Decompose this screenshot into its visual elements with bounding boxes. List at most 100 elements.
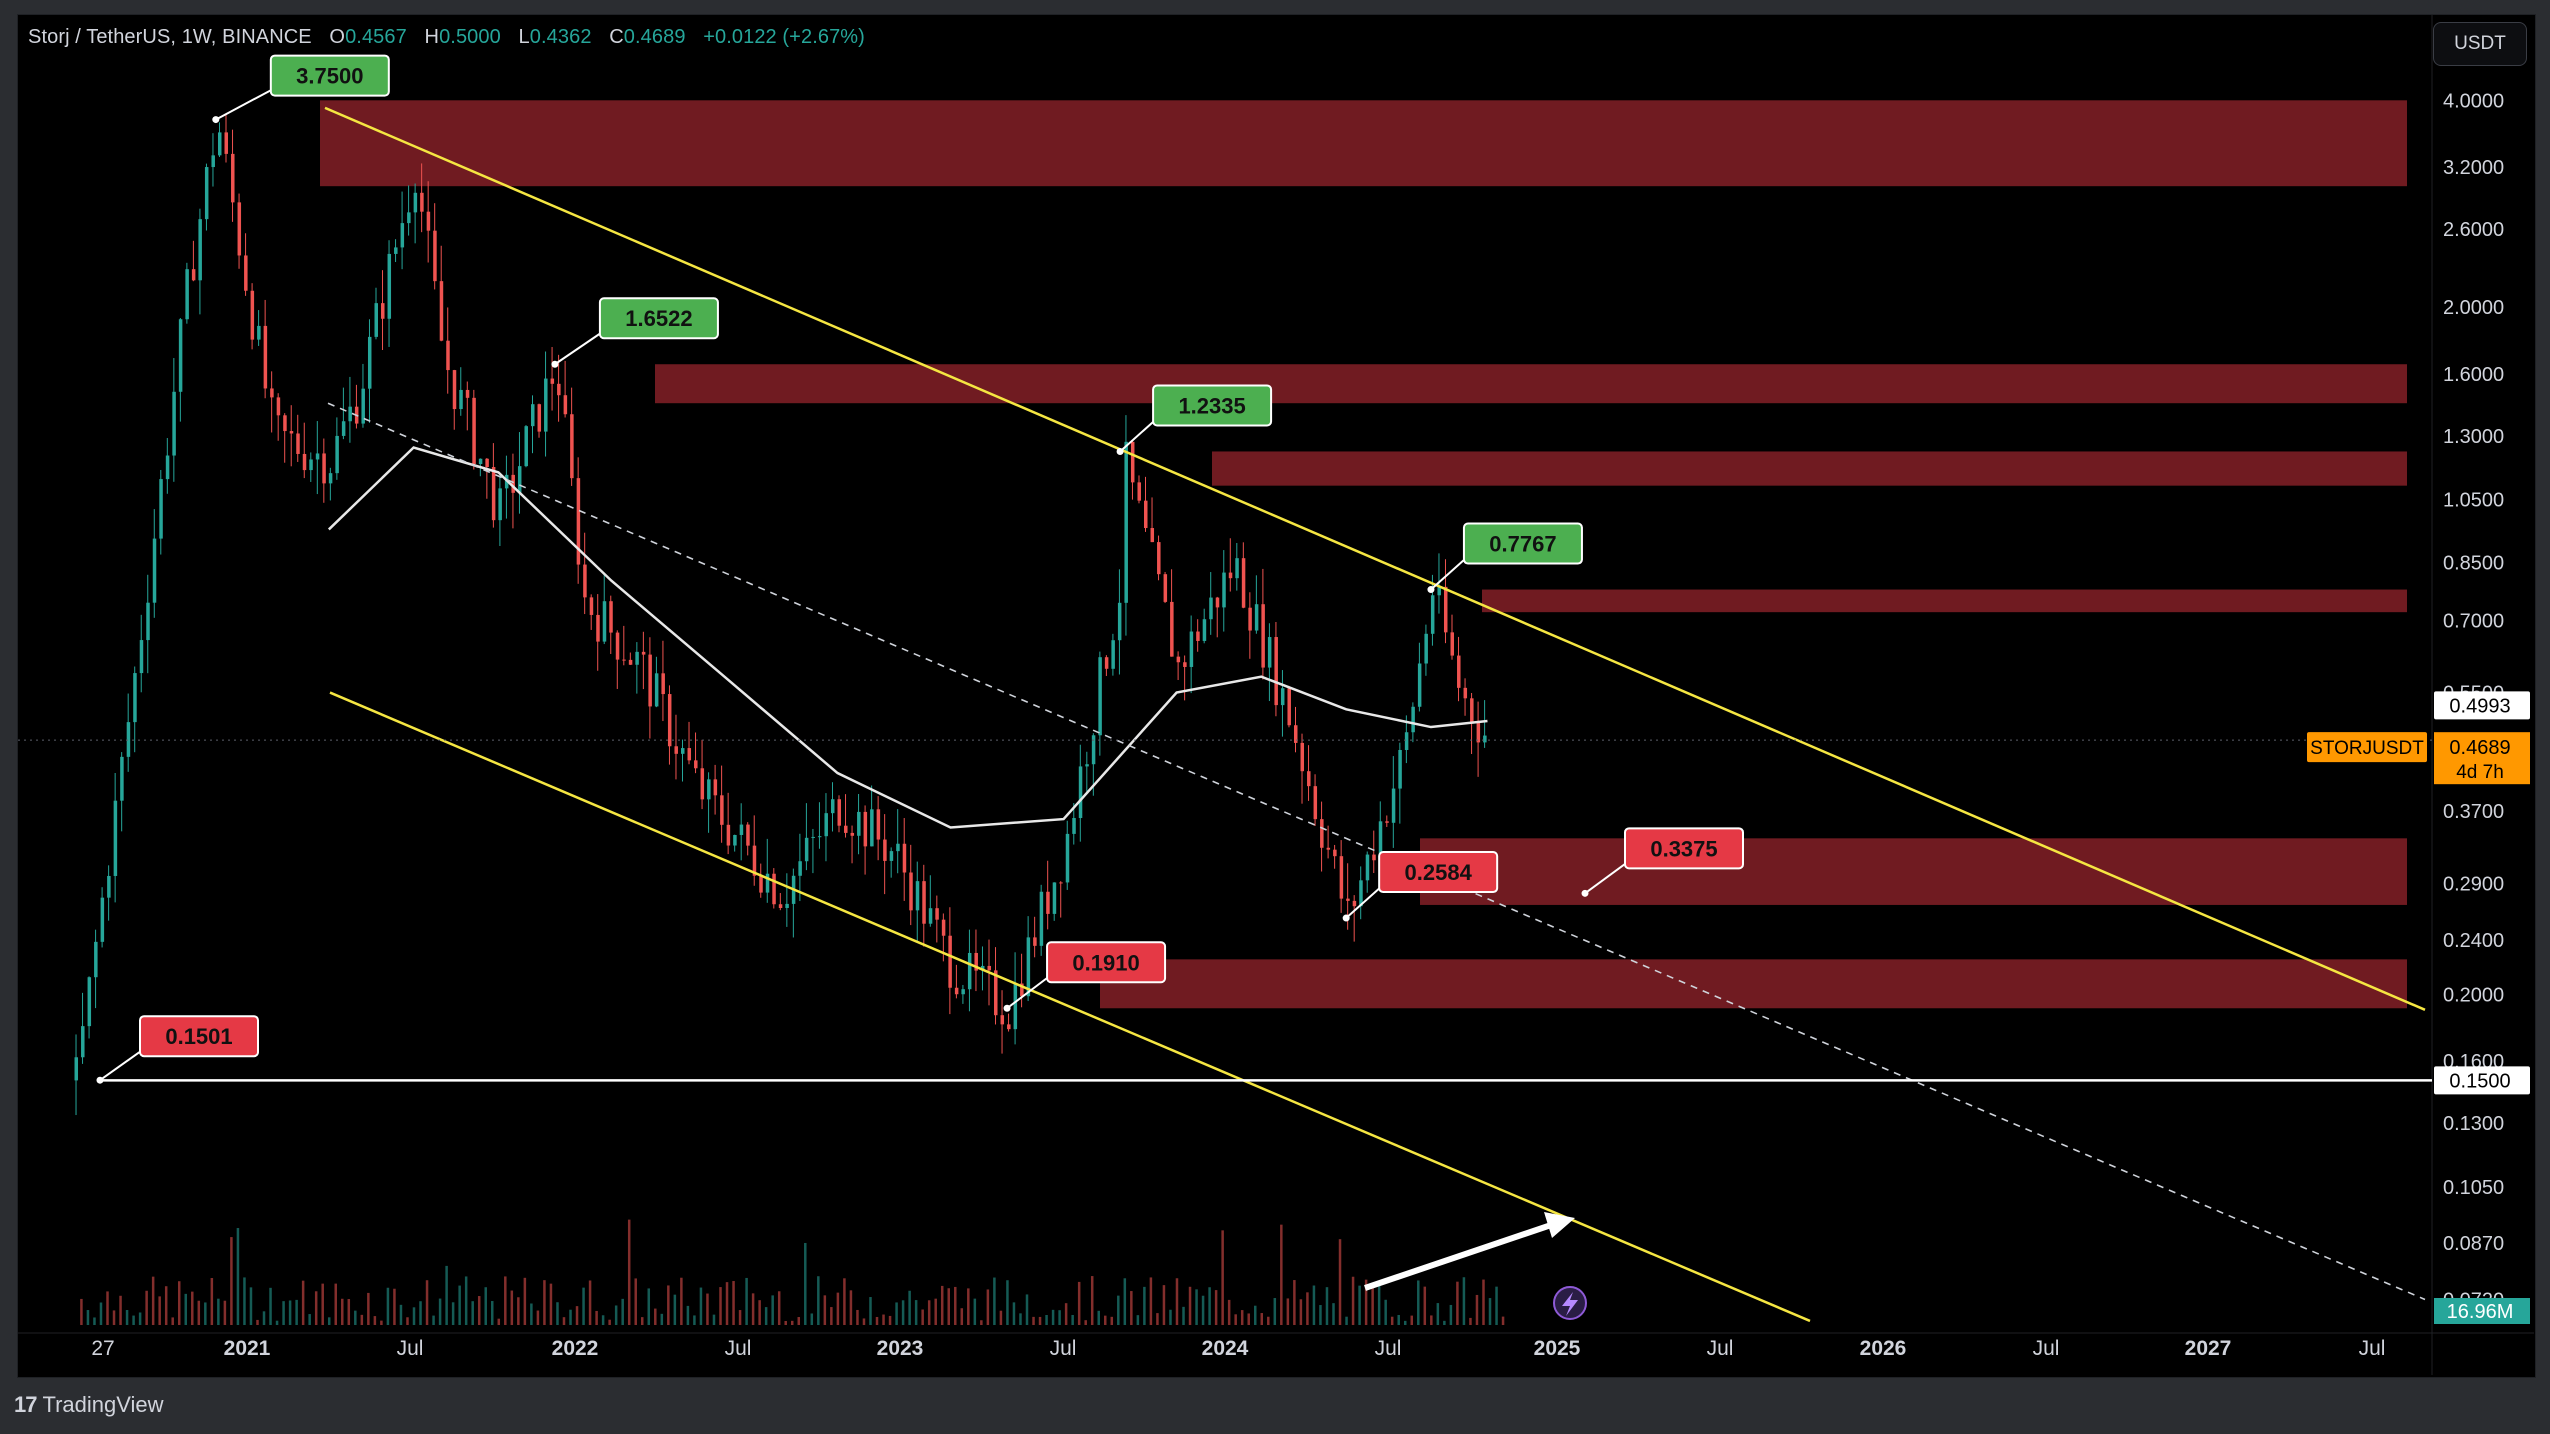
candle-body (191, 269, 196, 281)
volume-bar (1045, 1314, 1048, 1325)
volume-bar (999, 1310, 1003, 1325)
volume-bar (327, 1317, 331, 1325)
volume-bar (1338, 1239, 1342, 1325)
y-tick-label: 3.2000 (2443, 157, 2504, 179)
volume-bar (1123, 1278, 1127, 1325)
candle-body (478, 458, 483, 465)
candle-body (544, 378, 548, 432)
volume-bar (1377, 1282, 1381, 1325)
volume-bar (510, 1290, 514, 1325)
candle-body (1059, 882, 1063, 884)
x-tick-label: 2025 (1534, 1337, 1581, 1360)
candle-body (837, 799, 842, 826)
volume-bar (484, 1287, 487, 1325)
volume-bar (1299, 1299, 1303, 1325)
candle-body (296, 433, 300, 454)
x-tick-label: Jul (725, 1337, 752, 1360)
candle-body (844, 825, 848, 833)
candle-body (341, 421, 346, 436)
volume-bar (1162, 1285, 1166, 1325)
volume-bar (347, 1299, 351, 1325)
volume-bar (1136, 1315, 1140, 1325)
candle-body (413, 192, 418, 213)
volume-bar (204, 1302, 207, 1325)
volume-bar (1214, 1290, 1218, 1325)
volume-bar (1182, 1306, 1185, 1325)
candle-body (700, 768, 705, 800)
volume-bar (354, 1310, 357, 1325)
volume-bar (569, 1309, 572, 1325)
candle-body (1209, 597, 1213, 620)
candle-body (283, 415, 287, 432)
price-label-anchor (1003, 1004, 1011, 1012)
candle-body (1450, 632, 1455, 656)
volume-bar (399, 1304, 403, 1325)
price-label-box (1152, 384, 1273, 427)
volume-bar (262, 1311, 266, 1325)
resistance-zone (320, 100, 2407, 187)
moving-average-line (327, 446, 1488, 829)
volume-bar (686, 1305, 690, 1325)
volume-bar (230, 1237, 233, 1325)
candle-body (1104, 657, 1109, 669)
candle-body (270, 388, 274, 398)
candle-body (1013, 983, 1018, 1030)
price-label-anchor (1342, 914, 1350, 922)
tradingview-footer[interactable]: 17 TradingView (14, 1388, 164, 1422)
candle-body (1052, 882, 1057, 914)
candle-body (537, 404, 542, 432)
volume-bar (875, 1316, 879, 1325)
volume-bar (80, 1298, 83, 1325)
candle-body (1267, 637, 1272, 668)
symbol-badge: STORJUSDT (2310, 738, 2424, 759)
candle-body (1313, 786, 1318, 820)
volume-bar (1436, 1303, 1440, 1325)
change-value: +0.0122 (+2.67%) (703, 26, 865, 48)
volume-bar (908, 1290, 911, 1325)
volume-bar (1456, 1281, 1459, 1325)
candle-body (309, 459, 313, 471)
volume-bar (647, 1288, 651, 1325)
volume-bar (536, 1310, 540, 1325)
candle-body (426, 211, 431, 231)
volume-bar (914, 1300, 918, 1325)
volume-bar (830, 1307, 833, 1325)
candle-body (407, 212, 411, 224)
volume-bar (1188, 1286, 1192, 1325)
volume-bar (491, 1301, 494, 1325)
candle-body (1254, 604, 1259, 631)
volume-tag-bg (2434, 1298, 2530, 1324)
candle-body (557, 383, 561, 396)
candle-body (550, 378, 555, 384)
candle-body (622, 659, 626, 661)
price-label-1-2335: 1.2335 (1178, 393, 1245, 418)
candle-body (1248, 607, 1252, 631)
resistance-zone (1100, 959, 2407, 1009)
candle-body (107, 875, 111, 898)
tradingview-logo-icon: 17 (14, 1392, 38, 1417)
candle-body (1372, 854, 1376, 861)
volume-bar (621, 1298, 624, 1325)
channel-mid-line (327, 402, 2426, 1301)
candle-body (139, 640, 144, 674)
resistance-zone (655, 364, 2407, 404)
volume-bar (1319, 1305, 1322, 1325)
candle-body (915, 881, 920, 911)
candle-body (1124, 441, 1128, 603)
candle-body (922, 881, 926, 924)
price-label-leader (1584, 859, 1631, 895)
axis-tag-price: 0.4689 (2449, 737, 2510, 759)
volume-bar (334, 1283, 337, 1325)
candle-body (1385, 821, 1389, 823)
x-tick-label: Jul (397, 1337, 424, 1360)
candle-body (472, 397, 476, 465)
volume-bar (367, 1292, 370, 1325)
volume-bar (393, 1288, 396, 1325)
currency-button[interactable]: USDT (2433, 22, 2527, 66)
candle-body (726, 824, 731, 846)
candle-body (1228, 572, 1233, 579)
candle-body (1202, 619, 1207, 641)
volume-bar (1397, 1314, 1400, 1325)
candle-body (94, 941, 98, 978)
